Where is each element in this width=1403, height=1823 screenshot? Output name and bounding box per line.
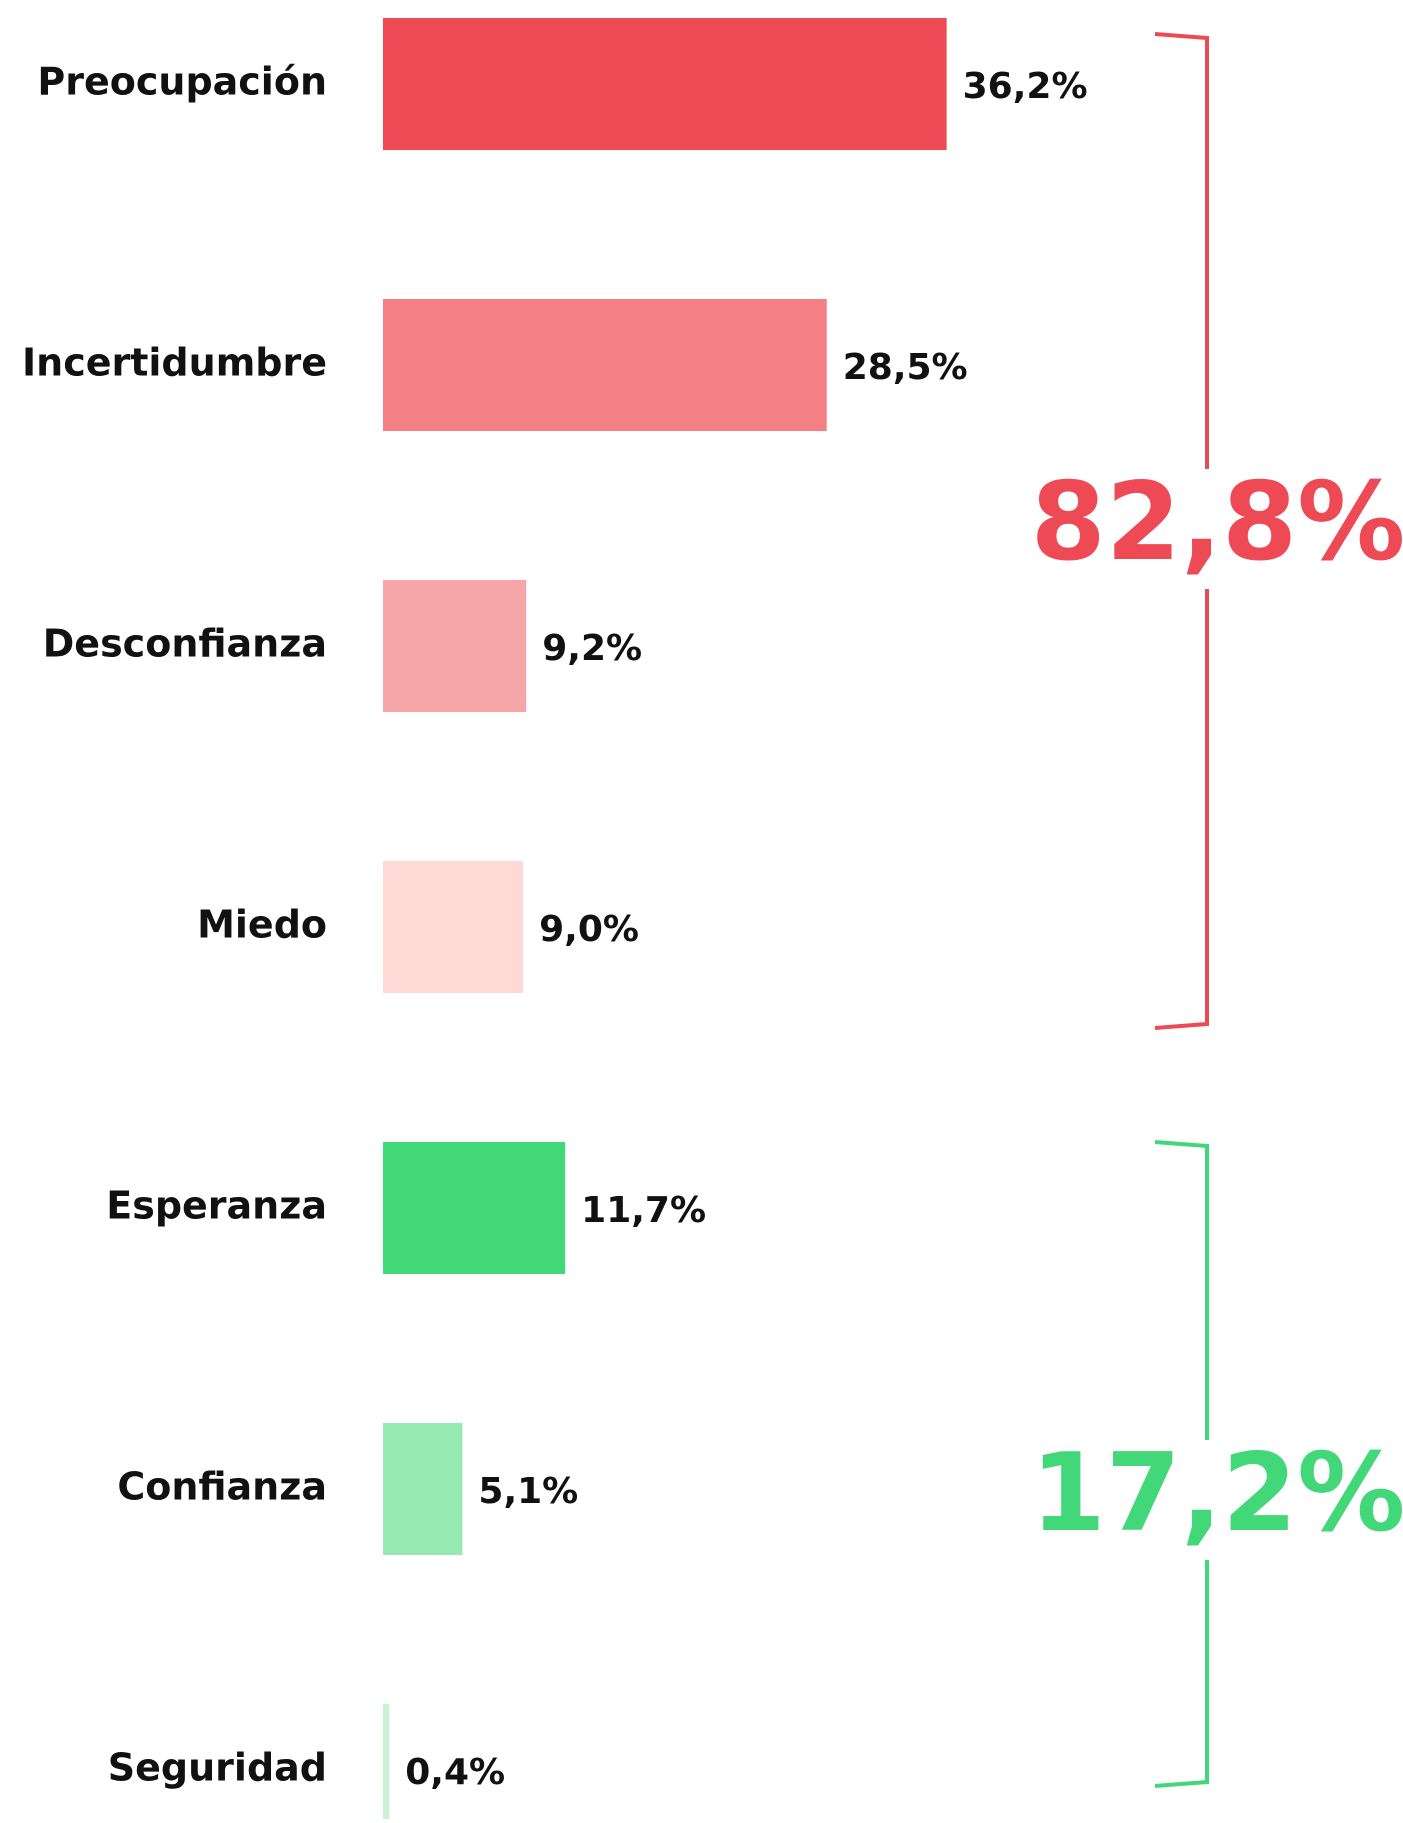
value-label: 5,1% <box>478 1471 578 1512</box>
value-label: 36,2% <box>963 66 1088 107</box>
bar <box>383 580 527 712</box>
value-label: 11,7% <box>581 1190 706 1231</box>
bar <box>383 1142 566 1274</box>
value-label: 0,4% <box>405 1752 505 1793</box>
bar <box>383 1423 463 1555</box>
group-total: 17,2% <box>1031 1431 1403 1556</box>
category-label: Seguridad <box>108 1746 327 1790</box>
value-label: 9,2% <box>542 628 642 669</box>
category-label: Preocupación <box>37 60 327 104</box>
category-label: Incertidumbre <box>22 341 327 385</box>
category-label: Desconfianza <box>43 622 327 666</box>
category-label: Confianza <box>117 1465 327 1509</box>
value-label: 28,5% <box>843 347 968 388</box>
bar <box>383 861 524 993</box>
group-bracket <box>1154 32 1209 1030</box>
category-label: Miedo <box>197 903 327 947</box>
group-total: 82,8% <box>1031 460 1403 585</box>
category-label: Esperanza <box>106 1184 327 1228</box>
value-label: 9,0% <box>539 909 639 950</box>
bar <box>383 18 947 150</box>
group-bracket <box>1154 1140 1209 1788</box>
bar <box>383 1704 390 1823</box>
bar <box>383 299 827 431</box>
